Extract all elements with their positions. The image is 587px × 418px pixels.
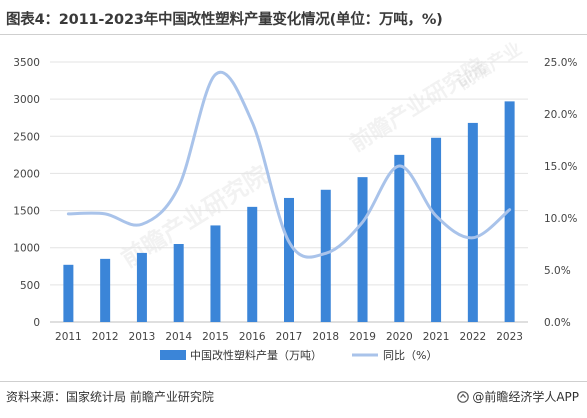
legend-bar-label: 中国改性塑料产量（万吨） — [190, 348, 322, 362]
footer-divider — [0, 381, 587, 382]
bar-series — [63, 101, 515, 323]
x-axis-tick-label: 2016 — [239, 331, 266, 343]
left-axis-tick-label: 3500 — [13, 57, 40, 69]
brand-logo-icon — [457, 390, 470, 403]
bar-2019 — [357, 177, 368, 322]
bar-2012 — [100, 258, 111, 322]
brand-label: @前瞻经济学人APP — [472, 390, 579, 404]
right-axis-tick-label: 25.0% — [544, 57, 577, 69]
right-axis-tick-label: 20.0% — [544, 109, 577, 121]
left-axis-tick-label: 3000 — [13, 94, 40, 106]
source-note: 资料来源：国家统计局 前瞻产业研究院 — [6, 390, 214, 404]
bar-2018 — [320, 189, 331, 322]
x-axis-tick-label: 2012 — [92, 331, 119, 343]
left-axis-tick-label: 1500 — [13, 206, 40, 218]
bar-2011 — [63, 264, 74, 322]
x-axis-tick-label: 2017 — [276, 331, 303, 343]
x-axis-tick-label: 2023 — [496, 331, 523, 343]
x-axis-tick-label: 2011 — [55, 331, 82, 343]
legend-line-label: 同比（%） — [383, 349, 437, 362]
bar-2022 — [467, 122, 478, 323]
right-axis-tick-label: 10.0% — [544, 213, 577, 225]
bar-2014 — [173, 244, 184, 322]
x-axis-tick-label: 2014 — [165, 331, 192, 343]
left-axis-tick-label: 1000 — [13, 243, 40, 255]
left-axis-ticks: 0 500 1000 1500 2000 2500 3000 3500 — [13, 57, 40, 329]
line-series — [66, 70, 512, 259]
x-axis-tick-label: 2018 — [312, 331, 339, 343]
growth-rate-line — [66, 70, 512, 259]
x-axis-tick-label: 2019 — [349, 331, 376, 343]
bar-2017 — [284, 197, 294, 322]
bar-2021 — [431, 137, 442, 322]
chart-legend: 中国改性塑料产量（万吨） 同比（%） — [160, 348, 437, 362]
left-axis-tick-label: 500 — [20, 280, 40, 292]
bar-2023 — [504, 101, 515, 322]
bar-2013 — [136, 252, 147, 322]
left-axis-tick-label: 0 — [33, 317, 40, 329]
x-axis-tick-label: 2013 — [129, 331, 156, 343]
left-axis-tick-label: 2500 — [13, 131, 40, 143]
legend-bar-swatch — [160, 350, 186, 360]
bar-2016 — [247, 206, 258, 322]
x-axis-tick-label: 2021 — [423, 331, 450, 343]
left-axis-tick-label: 2000 — [13, 168, 40, 180]
chart-title: 图表4：2011-2023年中国改性塑料产量变化情况(单位：万吨，%) — [6, 12, 443, 28]
right-axis-tick-label: 5.0% — [544, 265, 571, 277]
x-axis-tick-label: 2015 — [202, 331, 229, 343]
right-axis-tick-label: 0.0% — [544, 317, 571, 329]
bar-2020 — [394, 154, 405, 322]
bar-2015 — [210, 225, 221, 322]
right-axis-tick-label: 15.0% — [544, 161, 577, 173]
title-divider — [0, 34, 587, 35]
right-axis-ticks: 0.0% 5.0% 10.0% 15.0% 20.0% 25.0% — [544, 57, 577, 329]
brand-credit: @前瞻经济学人APP — [457, 388, 579, 405]
x-axis-ticks: 2011 2012 2013 2014 2015 2016 2017 2018 2019 2020… — [55, 331, 523, 343]
x-axis-tick-label: 2022 — [459, 331, 486, 343]
x-axis-tick-label: 2020 — [386, 331, 413, 343]
